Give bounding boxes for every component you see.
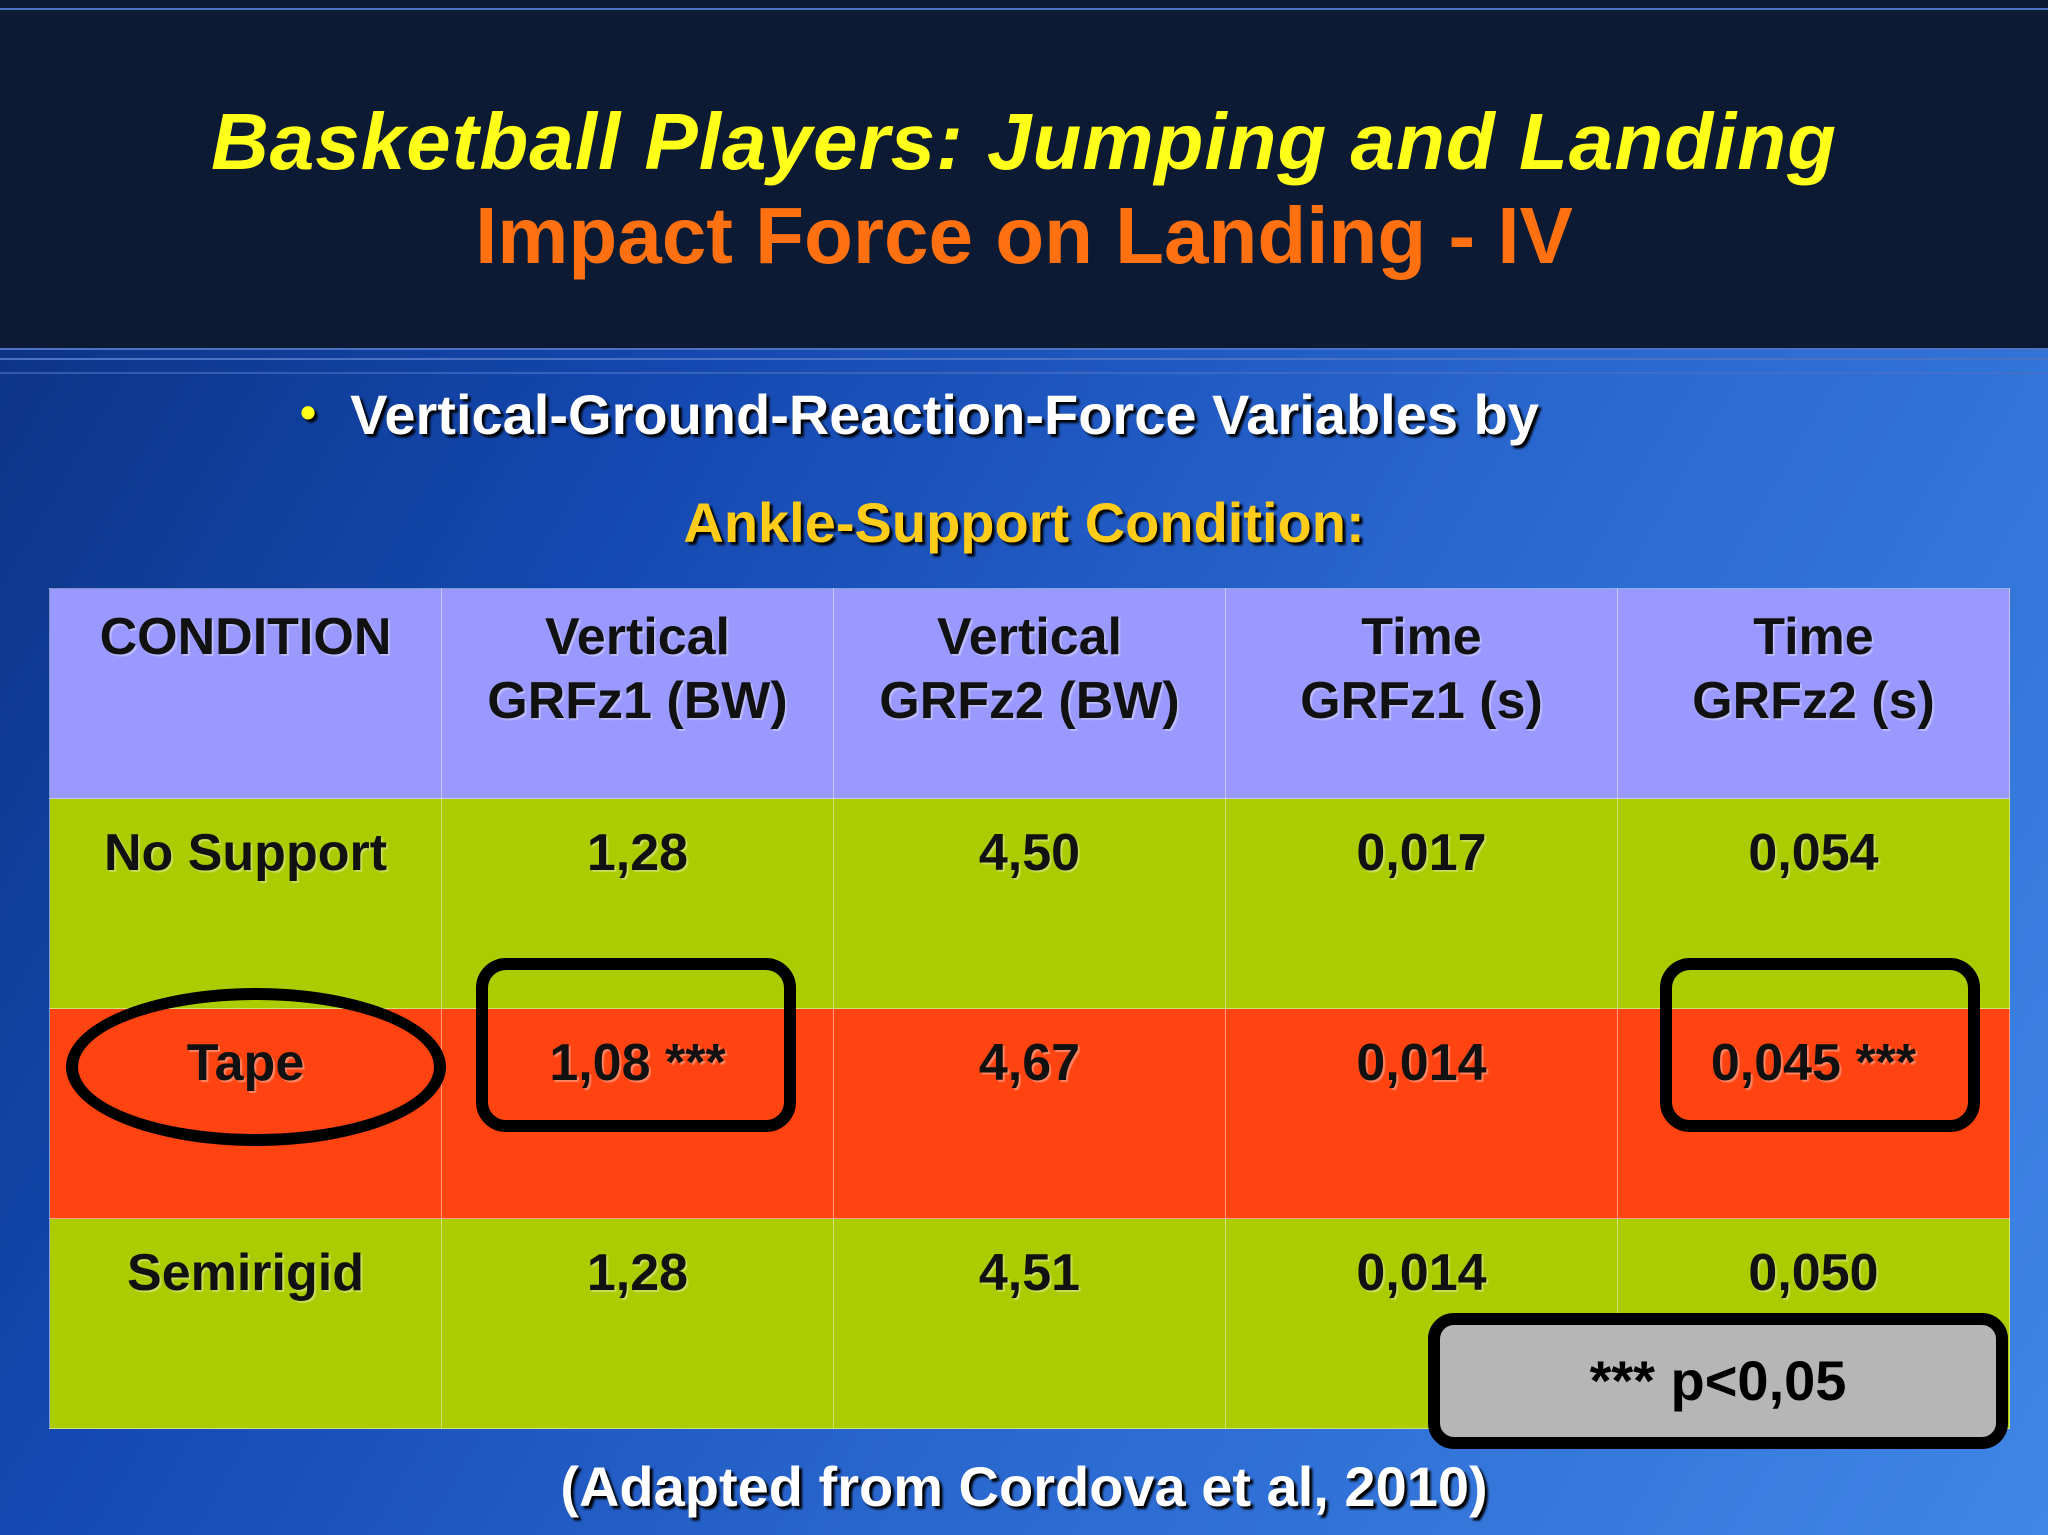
table-cell: 4,50 [833, 798, 1226, 1009]
table-cell: Semirigid [49, 1218, 442, 1429]
header-condition: CONDITION [49, 588, 442, 799]
citation: (Adapted from Cordova et al, 2010) [560, 1455, 1488, 1518]
header-rule-2 [0, 358, 2048, 360]
highlight-box-grfz1 [476, 958, 796, 1132]
slide-subtitle: Impact Force on Landing - IV [475, 191, 1573, 280]
bullet-text: Vertical-Ground-Reaction-Force Variables… [350, 383, 1539, 446]
bullet-icon: • [300, 386, 317, 438]
top-rule [0, 8, 2048, 10]
table-header-row: CONDITION Vertical GRFz1 (BW) Vertical GRF… [49, 588, 2010, 799]
header-vertical-grfz1: Vertical GRFz1 (BW) [441, 588, 834, 799]
slide-title: Basketball Players: Jumping and Landing [210, 97, 1838, 186]
header-time-grfz2: Time GRFz2 (s) [1617, 588, 2010, 799]
table-cell: 4,51 [833, 1218, 1226, 1429]
table-cell: 1,28 [441, 1218, 834, 1429]
significance-note: *** p<0,05 [1428, 1313, 2008, 1449]
table-cell: 0,014 [1225, 1008, 1618, 1219]
table-cell: 4,67 [833, 1008, 1226, 1219]
highlight-box-time-grfz2 [1660, 958, 1980, 1132]
header-rule-3 [0, 372, 2048, 374]
highlight-oval-tape [66, 988, 446, 1146]
table-cell: No Support [49, 798, 442, 1009]
title-header: Basketball Players: Jumping and Landing … [0, 0, 2048, 348]
header-rule [0, 348, 2048, 350]
header-vertical-grfz2: Vertical GRFz2 (BW) [833, 588, 1226, 799]
header-time-grfz1: Time GRFz1 (s) [1225, 588, 1618, 799]
table-cell: 0,017 [1225, 798, 1618, 1009]
subheading: Ankle-Support Condition: [683, 491, 1365, 554]
bullet-item: • Vertical-Ground-Reaction-Force Variable… [300, 382, 1539, 447]
results-table: CONDITION Vertical GRFz1 (BW) Vertical GRF… [49, 588, 2010, 1429]
